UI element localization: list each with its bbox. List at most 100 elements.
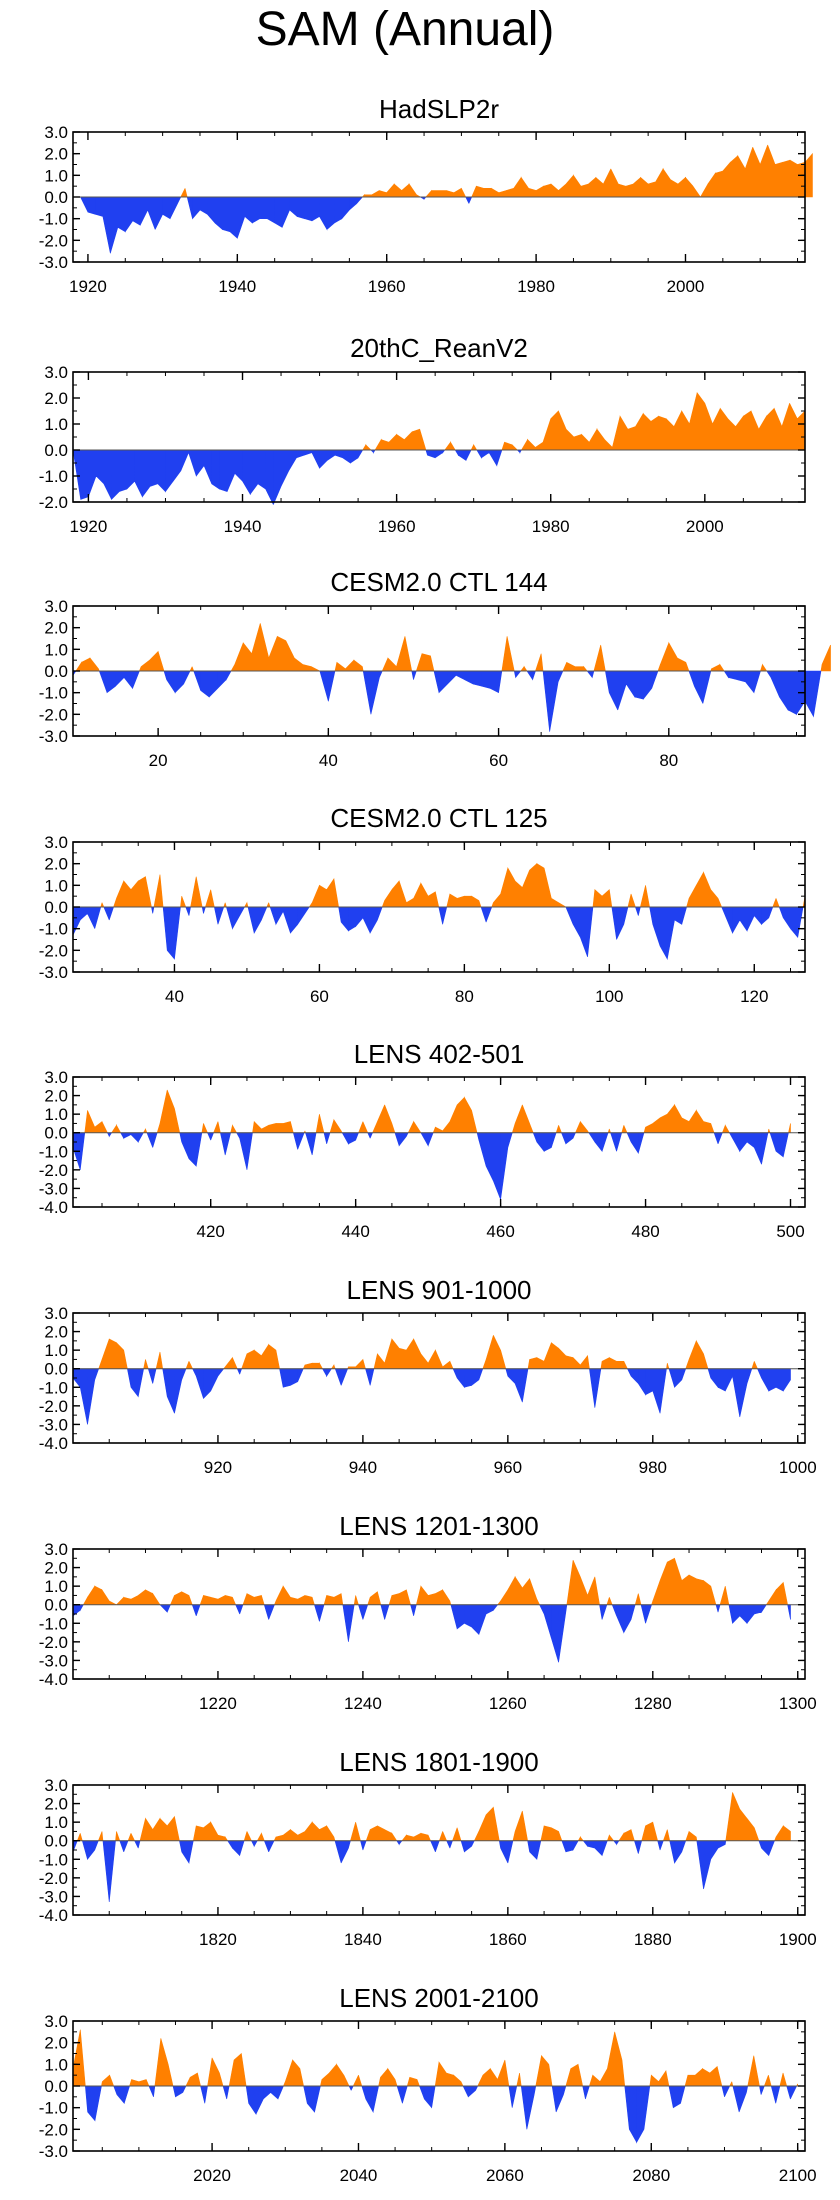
y-tick-label: 1.0 bbox=[44, 166, 68, 185]
y-tick-label: 3.0 bbox=[44, 2012, 68, 2031]
positive-area bbox=[75, 623, 831, 672]
y-tick-label: -3.0 bbox=[39, 2142, 68, 2161]
positive-area bbox=[72, 2029, 798, 2087]
y-tick-label: 3.0 bbox=[44, 833, 68, 852]
y-tick-label: -1.0 bbox=[39, 1614, 68, 1633]
y-tick-label: 2.0 bbox=[44, 619, 68, 638]
x-tick-label: 100 bbox=[595, 987, 623, 1006]
positive-area bbox=[100, 862, 806, 908]
positive-area bbox=[76, 1792, 791, 1842]
y-tick-label: 0.0 bbox=[44, 662, 68, 681]
negative-area bbox=[72, 1132, 789, 1200]
y-tick-label: 0.0 bbox=[44, 1832, 68, 1851]
y-tick-label: -2.0 bbox=[39, 231, 68, 250]
y-tick-label: 0.0 bbox=[44, 441, 68, 460]
y-tick-label: 0.0 bbox=[44, 2077, 68, 2096]
y-tick-label: -1.0 bbox=[39, 210, 68, 229]
x-tick-label: 1820 bbox=[199, 1930, 237, 1949]
x-tick-label: 1280 bbox=[634, 1694, 672, 1713]
chart-panel: LENS 901-1000 3.02.01.00.0-1.0-2.0-3.0-4.… bbox=[39, 1275, 817, 1477]
y-tick-label: -3.0 bbox=[39, 1651, 68, 1670]
x-tick-label: 1920 bbox=[69, 277, 107, 296]
x-tick-label: 1900 bbox=[779, 1930, 817, 1949]
chart-panel: LENS 1201-1300 3.02.01.00.0-1.0-2.0-3.0-4… bbox=[39, 1511, 817, 1713]
y-tick-label: -3.0 bbox=[39, 1887, 68, 1906]
x-tick-label: 1940 bbox=[224, 517, 262, 536]
y-tick-label: -2.0 bbox=[39, 1161, 68, 1180]
x-tick-label: 1980 bbox=[532, 517, 570, 536]
y-tick-label: 0.0 bbox=[44, 1596, 68, 1615]
x-tick-label: 500 bbox=[776, 1222, 804, 1241]
y-tick-label: -4.0 bbox=[39, 1434, 68, 1453]
y-tick-label: 0.0 bbox=[44, 1124, 68, 1143]
x-tick-label: 60 bbox=[310, 987, 329, 1006]
y-tick-label: 3.0 bbox=[44, 597, 68, 616]
y-tick-label: -1.0 bbox=[39, 684, 68, 703]
y-tick-label: 2.0 bbox=[44, 855, 68, 874]
y-tick-label: 3.0 bbox=[44, 1068, 68, 1087]
y-tick-label: -2.0 bbox=[39, 1397, 68, 1416]
negative-area bbox=[72, 1368, 791, 1425]
x-tick-label: 80 bbox=[455, 987, 474, 1006]
y-tick-label: -2.0 bbox=[39, 941, 68, 960]
negative-area bbox=[79, 196, 473, 254]
panel-title: 20thC_ReanV2 bbox=[350, 333, 528, 363]
y-tick-label: -1.0 bbox=[39, 2099, 68, 2118]
y-tick-label: -1.0 bbox=[39, 467, 68, 486]
y-tick-label: -3.0 bbox=[39, 1179, 68, 1198]
panel-title: CESM2.0 CTL 144 bbox=[330, 567, 547, 597]
chart-panel: CESM2.0 CTL 125 3.0 2.0 1.0 0.0 -1.0 -2.0 -3.0 4… bbox=[39, 803, 806, 1006]
x-tick-label: 40 bbox=[319, 751, 338, 770]
y-tick-label: -3.0 bbox=[39, 253, 68, 272]
chart-panel: LENS 402-501 3.02.01.00.0-1.0-2.0-3.0-4.0… bbox=[39, 1039, 806, 1241]
y-tick-label: 0.0 bbox=[44, 1360, 68, 1379]
positive-area bbox=[362, 391, 806, 451]
y-tick-label: 0.0 bbox=[44, 188, 68, 207]
x-tick-label: 1240 bbox=[344, 1694, 382, 1713]
x-tick-label: 20 bbox=[149, 751, 168, 770]
x-tick-label: 1840 bbox=[344, 1930, 382, 1949]
x-tick-label: 1860 bbox=[489, 1930, 527, 1949]
x-tick-label: 2000 bbox=[667, 277, 705, 296]
x-tick-label: 480 bbox=[631, 1222, 659, 1241]
y-tick-label: 3.0 bbox=[44, 1304, 68, 1323]
x-tick-label: 940 bbox=[349, 1458, 377, 1477]
plot-frame bbox=[72, 1548, 806, 1680]
y-tick-label: 2.0 bbox=[44, 389, 68, 408]
y-tick-label: -2.0 bbox=[39, 493, 68, 512]
y-tick-label: 2.0 bbox=[44, 1795, 68, 1814]
y-tick-label: 1.0 bbox=[44, 1105, 68, 1124]
y-tick-label: 2.0 bbox=[44, 145, 68, 164]
y-tick-label: 2.0 bbox=[44, 1087, 68, 1106]
x-tick-label: 420 bbox=[197, 1222, 225, 1241]
positive-area bbox=[73, 144, 813, 198]
y-tick-label: -1.0 bbox=[39, 1142, 68, 1161]
x-tick-label: 2060 bbox=[486, 2166, 524, 2185]
y-tick-label: 1.0 bbox=[44, 876, 68, 895]
panel-title: LENS 2001-2100 bbox=[339, 1983, 538, 2013]
negative-area bbox=[72, 449, 522, 505]
positive-area bbox=[82, 1557, 788, 1606]
y-tick-label: 3.0 bbox=[44, 123, 68, 142]
negative-area bbox=[72, 1604, 791, 1663]
x-tick-label: 2020 bbox=[193, 2166, 231, 2185]
x-tick-label: 1920 bbox=[69, 517, 107, 536]
x-tick-label: 2100 bbox=[779, 2166, 817, 2185]
plot-frame bbox=[72, 1312, 806, 1444]
x-tick-label: 1960 bbox=[378, 517, 416, 536]
y-tick-label: 1.0 bbox=[44, 415, 68, 434]
chart-panel: CESM2.0 CTL 144 3.0 2.0 1.0 0.0 -1.0 -2.0 -3.0 2… bbox=[39, 567, 831, 770]
y-tick-label: -1.0 bbox=[39, 920, 68, 939]
x-tick-label: 1980 bbox=[517, 277, 555, 296]
negative-area bbox=[72, 1840, 775, 1903]
y-tick-label: -4.0 bbox=[39, 1198, 68, 1217]
x-tick-label: 2040 bbox=[340, 2166, 378, 2185]
x-tick-label: 980 bbox=[639, 1458, 667, 1477]
x-tick-label: 1880 bbox=[634, 1930, 672, 1949]
y-tick-label: -1.0 bbox=[39, 1378, 68, 1397]
x-tick-label: 1000 bbox=[779, 1458, 817, 1477]
panel-title: LENS 1801-1900 bbox=[339, 1747, 538, 1777]
